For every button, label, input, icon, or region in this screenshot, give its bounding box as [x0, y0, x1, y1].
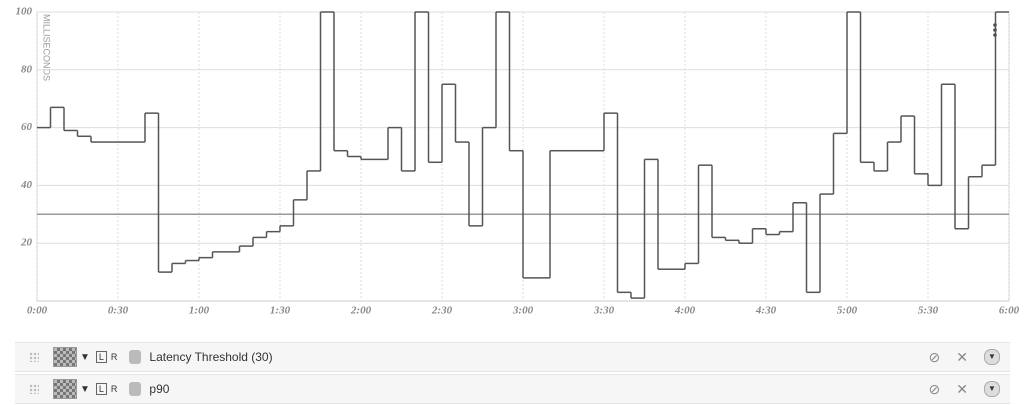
dropdown-arrow[interactable]: ▼	[80, 351, 90, 363]
axis-left[interactable]: L	[95, 351, 107, 363]
axis-left[interactable]: L	[95, 383, 107, 395]
x-tick-label: 5:30	[918, 305, 939, 317]
options-button[interactable]: ▼	[984, 381, 1000, 397]
x-tick-label: 3:30	[593, 305, 615, 317]
legend-label: Latency Threshold (30)	[149, 350, 273, 364]
y-tick-label: 60	[21, 121, 33, 133]
axis-right[interactable]: R	[110, 352, 118, 362]
x-tick-label: 6:00	[999, 305, 1020, 317]
x-tick-label: 2:30	[431, 305, 453, 317]
x-tick-label: 3:00	[512, 305, 534, 317]
x-tick-label: 1:00	[189, 305, 210, 317]
dropdown-arrow[interactable]: ▼	[80, 383, 90, 395]
y-tick-label: 100	[16, 6, 33, 18]
x-tick-label: 0:00	[27, 305, 48, 317]
series-icon	[129, 382, 142, 396]
series-icon	[129, 350, 142, 364]
y-tick-label: 40	[20, 179, 33, 191]
legend-label: p90	[149, 382, 170, 396]
remove-button[interactable]: ✕	[956, 380, 968, 397]
y-axis-label: MILLISECONDS	[42, 14, 52, 81]
x-tick-label: 2:00	[350, 305, 372, 317]
chart: MILLISECONDS 20 40 60 80 100 0:00 0:30 1:00 1:30…	[16, 6, 1020, 317]
disable-button[interactable]: ⊘	[928, 380, 941, 397]
y-tick-label: 80	[21, 63, 33, 75]
remove-button[interactable]: ✕	[956, 348, 968, 365]
x-tick-label: 5:00	[837, 305, 858, 317]
y-tick-label: 20	[20, 237, 33, 249]
drag-handle[interactable]	[29, 352, 39, 362]
disable-button[interactable]: ⊘	[928, 348, 941, 365]
axis-right[interactable]: R	[110, 384, 118, 394]
style-swatch[interactable]	[53, 347, 77, 367]
x-tick-label: 4:30	[755, 305, 777, 317]
x-tick-label: 1:30	[270, 305, 291, 317]
style-swatch[interactable]	[53, 379, 77, 399]
x-tick-label: 4:00	[674, 305, 696, 317]
x-tick-label: 0:30	[108, 305, 129, 317]
drag-handle[interactable]	[29, 384, 39, 394]
options-button[interactable]: ▼	[984, 349, 1000, 365]
